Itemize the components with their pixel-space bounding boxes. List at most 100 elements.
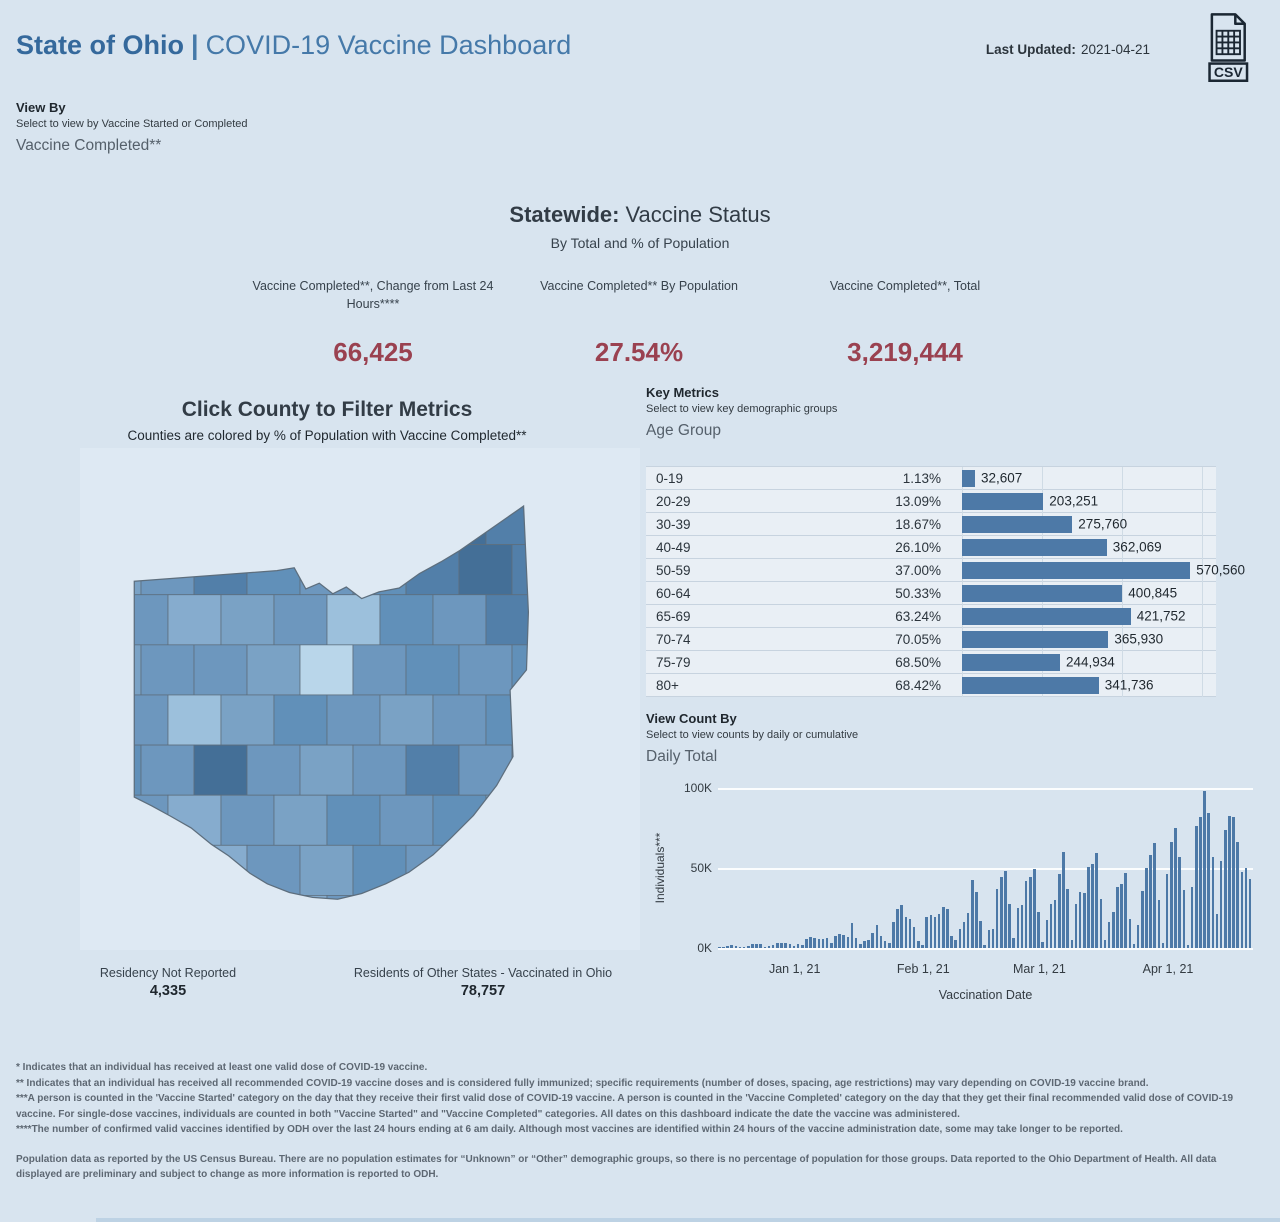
county[interactable] — [432, 694, 487, 746]
count-bar[interactable] — [962, 584, 1123, 602]
county[interactable] — [140, 544, 195, 596]
county[interactable] — [326, 895, 381, 933]
daily-bar[interactable] — [1153, 843, 1157, 948]
daily-bar[interactable] — [1120, 883, 1123, 948]
daily-bar[interactable] — [1178, 856, 1181, 948]
bottom-scroll-strip[interactable] — [96, 1218, 1280, 1222]
county[interactable] — [140, 744, 195, 796]
daily-bar[interactable] — [1024, 880, 1028, 948]
table-row[interactable]: 50-59 37.00% 570,560 — [646, 558, 1245, 582]
daily-bar[interactable] — [867, 939, 870, 948]
daily-bar[interactable] — [896, 909, 899, 948]
count-bar[interactable] — [962, 492, 1044, 510]
county[interactable] — [115, 594, 169, 646]
daily-bar[interactable] — [1203, 790, 1206, 948]
daily-bar[interactable] — [1111, 911, 1115, 948]
daily-bar[interactable] — [925, 917, 928, 948]
daily-bar[interactable] — [888, 942, 891, 948]
county[interactable] — [458, 544, 513, 596]
county[interactable] — [167, 594, 222, 646]
daily-bar[interactable] — [780, 943, 783, 948]
daily-bar[interactable] — [747, 946, 750, 948]
county[interactable] — [115, 744, 142, 796]
county[interactable] — [379, 794, 434, 846]
county[interactable] — [326, 594, 381, 646]
county[interactable] — [167, 895, 222, 933]
daily-bar[interactable] — [1066, 888, 1069, 948]
daily-bar[interactable] — [1215, 914, 1219, 948]
daily-bar[interactable] — [821, 939, 825, 948]
daily-bar[interactable] — [751, 944, 754, 948]
county[interactable] — [167, 495, 222, 546]
daily-bar[interactable] — [825, 937, 829, 948]
daily-bar[interactable] — [1074, 903, 1078, 948]
daily-bar[interactable] — [1070, 939, 1074, 948]
daily-bar[interactable] — [941, 907, 945, 948]
daily-bar[interactable] — [767, 945, 771, 948]
daily-bar[interactable] — [1236, 842, 1239, 948]
daily-bar[interactable] — [805, 939, 808, 948]
daily-bar[interactable] — [937, 914, 941, 948]
county[interactable] — [511, 844, 539, 896]
count-bar[interactable] — [962, 538, 1107, 556]
county[interactable] — [352, 844, 407, 896]
daily-bar[interactable] — [1045, 919, 1049, 948]
daily-bar[interactable] — [958, 928, 962, 948]
table-row[interactable]: 80+ 68.42% 341,736 — [646, 673, 1216, 697]
county[interactable] — [511, 544, 539, 596]
count-bar[interactable] — [962, 653, 1060, 671]
daily-bar[interactable] — [871, 933, 874, 948]
daily-bar[interactable] — [1049, 904, 1053, 948]
county[interactable] — [485, 594, 539, 646]
county[interactable] — [458, 844, 513, 896]
table-row[interactable]: 75-79 68.50% 244,934 — [646, 650, 1216, 674]
daily-bar[interactable] — [904, 916, 908, 948]
county[interactable] — [115, 794, 169, 846]
daily-bar[interactable] — [966, 913, 970, 948]
county[interactable] — [246, 544, 301, 596]
daily-bar[interactable] — [1087, 867, 1090, 948]
daily-bar[interactable] — [829, 943, 833, 948]
daily-bar[interactable] — [1053, 899, 1057, 948]
daily-bar[interactable] — [788, 944, 792, 948]
daily-bar[interactable] — [1107, 922, 1111, 948]
daily-bar[interactable] — [1124, 872, 1127, 948]
daily-bar[interactable] — [776, 942, 779, 948]
county[interactable] — [115, 644, 142, 696]
count-bar[interactable] — [962, 630, 1109, 648]
daily-bar[interactable] — [817, 938, 821, 948]
daily-bar[interactable] — [1170, 842, 1173, 948]
county[interactable] — [485, 895, 539, 933]
daily-bar[interactable] — [722, 947, 725, 948]
table-row[interactable]: 65-69 63.24% 421,752 — [646, 604, 1216, 628]
daily-bar[interactable] — [1012, 937, 1016, 948]
daily-bar[interactable] — [1194, 826, 1198, 948]
county[interactable] — [220, 694, 275, 746]
count-bar[interactable] — [962, 676, 1099, 694]
daily-bar[interactable] — [954, 939, 957, 948]
county[interactable] — [326, 694, 381, 746]
daily-bar[interactable] — [1058, 873, 1061, 948]
daily-bar[interactable] — [742, 946, 746, 948]
county[interactable] — [273, 594, 328, 646]
daily-bar[interactable] — [950, 936, 953, 948]
county[interactable] — [115, 544, 142, 596]
table-row[interactable]: 60-64 50.33% 400,845 — [646, 581, 1216, 605]
daily-bar[interactable] — [1004, 870, 1007, 948]
daily-bar[interactable] — [1020, 904, 1024, 948]
table-row[interactable]: 30-39 18.67% 275,760 — [646, 512, 1216, 536]
daily-bar[interactable] — [1207, 813, 1210, 948]
daily-bar[interactable] — [1149, 854, 1152, 948]
daily-bar[interactable] — [1103, 939, 1107, 948]
county[interactable] — [352, 744, 407, 796]
county[interactable] — [140, 644, 195, 696]
daily-bar[interactable] — [726, 946, 729, 948]
daily-bar[interactable] — [784, 942, 787, 948]
daily-bar[interactable] — [1182, 890, 1186, 948]
county[interactable] — [405, 644, 460, 696]
county[interactable] — [299, 844, 354, 896]
daily-bar[interactable] — [846, 936, 850, 948]
daily-bar[interactable] — [1248, 878, 1252, 948]
county[interactable] — [246, 844, 301, 896]
daily-bar[interactable] — [1136, 924, 1140, 948]
